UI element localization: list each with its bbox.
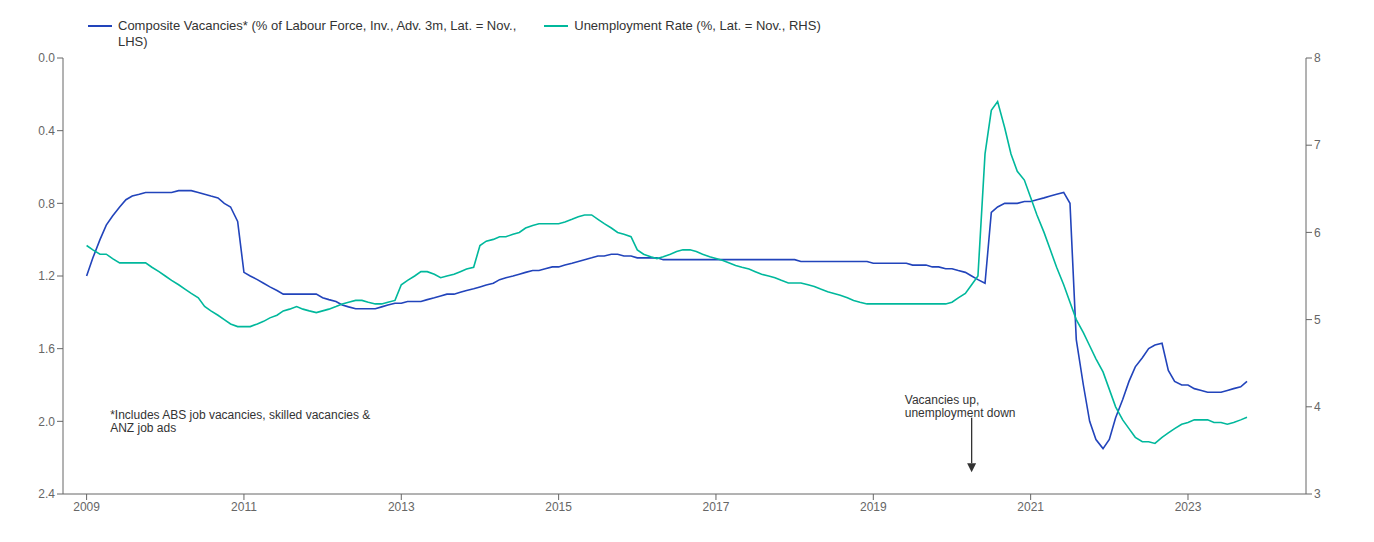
svg-text:2017: 2017 (703, 500, 730, 514)
svg-text:2015: 2015 (545, 500, 572, 514)
html-text:Composite Vacancies* (% of Lab: Composite Vacancies* (% of Labour Force,… (118, 18, 517, 49)
svg-text:8: 8 (1314, 51, 1321, 65)
svg-text:1.6: 1.6 (38, 342, 55, 356)
svg-text:2021: 2021 (1017, 500, 1044, 514)
svg-text:4: 4 (1314, 400, 1321, 414)
svg-text:0.4: 0.4 (38, 124, 55, 138)
svg-text:3: 3 (1314, 487, 1321, 501)
svg-text:2011: 2011 (231, 500, 257, 514)
svg-text:Vacancies up,unemployment down: Vacancies up,unemployment down (905, 393, 1016, 420)
svg-text:5: 5 (1314, 313, 1321, 327)
svg-text:6: 6 (1314, 226, 1321, 240)
html-text:Unemployment Rate (%, Lat. = N: Unemployment Rate (%, Lat. = Nov., RHS) (574, 18, 821, 33)
svg-text:2013: 2013 (388, 500, 415, 514)
svg-text:2023: 2023 (1175, 500, 1202, 514)
svg-text:2.0: 2.0 (38, 415, 55, 429)
svg-text:0.8: 0.8 (38, 197, 55, 211)
svg-text:1.2: 1.2 (38, 269, 55, 283)
svg-text:*Includes ABS job vacancies, s: *Includes ABS job vacancies, skilled vac… (110, 408, 370, 435)
svg-text:2019: 2019 (860, 500, 887, 514)
svg-text:2009: 2009 (73, 500, 100, 514)
svg-text:2.4: 2.4 (38, 487, 55, 501)
svg-text:0.0: 0.0 (38, 51, 55, 65)
svg-text:7: 7 (1314, 138, 1321, 152)
